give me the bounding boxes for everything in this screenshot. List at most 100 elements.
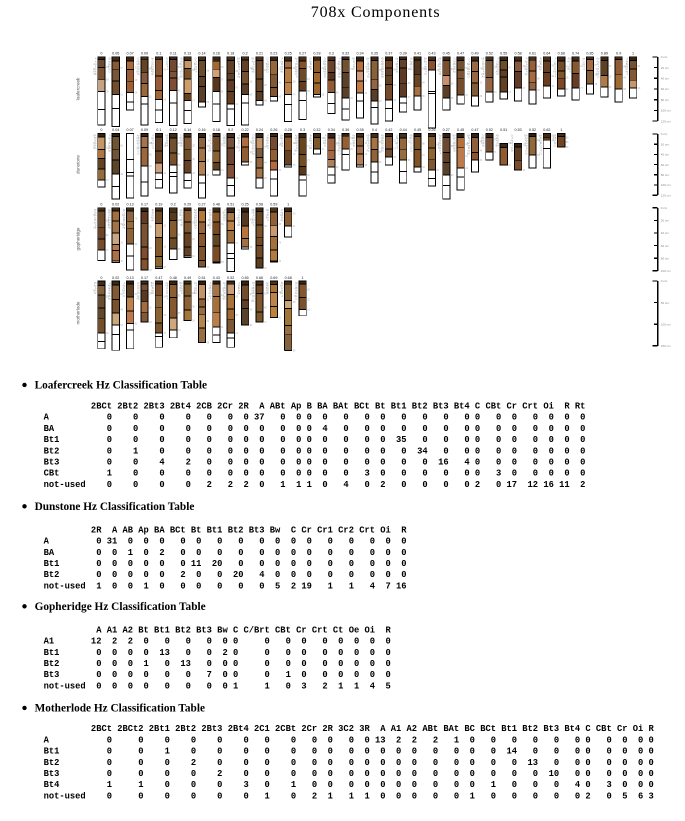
svg-text:AB: AB	[180, 76, 184, 79]
svg-text:Cr: Cr	[424, 73, 427, 76]
svg-text:Cr: Cr	[123, 222, 126, 225]
svg-text:Bt: Bt	[109, 295, 112, 298]
svg-text:78: 78	[106, 92, 109, 94]
svg-text:BA: BA	[323, 60, 327, 63]
svg-text:Ap: Ap	[94, 285, 98, 288]
svg-text:Ap: Ap	[151, 58, 155, 61]
svg-text:0.45: 0.45	[443, 52, 450, 56]
svg-text:A: A	[555, 58, 557, 61]
svg-text:84: 84	[480, 151, 483, 153]
svg-text:A: A	[583, 65, 585, 68]
svg-text:49: 49	[120, 174, 123, 176]
svg-text:BA: BA	[194, 63, 198, 66]
svg-text:AB: AB	[280, 70, 284, 73]
svg-text:AB: AB	[453, 145, 457, 148]
svg-text:0 cm: 0 cm	[661, 279, 668, 283]
svg-text:BA: BA	[223, 211, 227, 214]
svg-text:Bt: Bt	[554, 142, 557, 145]
svg-text:A: A	[296, 147, 298, 150]
svg-text:Bt: Bt	[94, 211, 97, 214]
svg-text:23: 23	[178, 79, 181, 81]
svg-text:84: 84	[422, 82, 425, 84]
svg-text:Ap: Ap	[151, 137, 155, 140]
svg-text:41: 41	[235, 104, 238, 106]
svg-text:Cr: Cr	[353, 68, 356, 71]
svg-text:Cr: Cr	[554, 68, 557, 71]
svg-text:BA: BA	[338, 63, 342, 66]
svg-text:22: 22	[178, 235, 181, 237]
svg-text:AB: AB	[136, 297, 140, 300]
svg-text:58: 58	[221, 262, 224, 264]
svg-text:A: A	[282, 295, 284, 298]
svg-text:80: 80	[264, 308, 267, 310]
svg-text:AB: AB	[223, 140, 227, 143]
svg-text:Cr: Cr	[266, 70, 269, 73]
svg-text:AB: AB	[251, 70, 255, 73]
svg-text:20: 20	[264, 178, 267, 180]
svg-text:54: 54	[537, 155, 540, 157]
svg-text:Bt: Bt	[224, 214, 227, 217]
svg-text:BA: BA	[180, 287, 184, 290]
svg-text:Bt: Bt	[137, 65, 140, 68]
svg-text:A: A	[583, 68, 585, 71]
svg-text:0.37: 0.37	[385, 52, 392, 56]
svg-text:Ap: Ap	[122, 285, 126, 288]
svg-text:Bt: Bt	[209, 134, 212, 137]
svg-text:64: 64	[135, 294, 138, 296]
svg-text:45: 45	[250, 68, 253, 70]
svg-text:BA: BA	[438, 145, 442, 148]
svg-text:83: 83	[192, 293, 195, 295]
svg-text:Bt: Bt	[152, 211, 155, 214]
svg-text:57: 57	[235, 243, 238, 245]
svg-text:0.2: 0.2	[228, 128, 233, 132]
svg-text:Bt: Bt	[281, 216, 284, 219]
svg-text:86: 86	[149, 69, 152, 71]
svg-text:16: 16	[365, 154, 368, 156]
svg-text:Ap: Ap	[438, 68, 442, 71]
svg-text:89: 89	[480, 96, 483, 98]
svg-text:AB: AB	[194, 211, 198, 214]
svg-text:Cr: Cr	[482, 60, 485, 63]
svg-text:46: 46	[278, 261, 281, 263]
svg-text:AB: AB	[366, 63, 370, 66]
svg-text:Cr: Cr	[453, 58, 456, 61]
svg-text:AB: AB	[223, 216, 227, 219]
svg-text:BA: BA	[194, 209, 198, 212]
svg-text:A: A	[627, 73, 629, 76]
svg-text:15: 15	[163, 145, 166, 147]
svg-text:Bt: Bt	[511, 150, 514, 153]
svg-text:0.18: 0.18	[227, 52, 234, 56]
svg-text:86: 86	[566, 142, 569, 144]
svg-text:90: 90	[149, 143, 152, 145]
svg-text:97: 97	[163, 333, 166, 335]
svg-text:63: 63	[580, 66, 583, 68]
svg-text:A: A	[555, 73, 557, 76]
svg-text:Ap: Ap	[309, 65, 313, 68]
svg-text:A: A	[468, 140, 470, 143]
svg-text:BA: BA	[553, 140, 557, 143]
svg-text:57: 57	[609, 66, 612, 68]
svg-text:56: 56	[379, 162, 382, 164]
svg-text:Bt: Bt	[482, 68, 485, 71]
svg-text:Ap: Ap	[194, 214, 198, 217]
svg-text:Cr: Cr	[166, 137, 169, 140]
svg-text:80: 80	[451, 69, 454, 71]
svg-text:Cr: Cr	[281, 209, 284, 212]
svg-text:motherlode: motherlode	[76, 301, 81, 324]
svg-text:70: 70	[465, 95, 468, 97]
svg-text:30: 30	[250, 247, 253, 249]
svg-text:0.27: 0.27	[198, 203, 205, 207]
svg-text:Cr: Cr	[281, 68, 284, 71]
svg-text:AB: AB	[136, 60, 140, 63]
svg-text:Ap: Ap	[338, 60, 342, 63]
svg-text:A: A	[468, 60, 470, 63]
svg-text:A: A	[425, 63, 427, 66]
svg-text:41: 41	[178, 91, 181, 93]
svg-text:AB: AB	[223, 287, 227, 290]
svg-text:Ap: Ap	[295, 292, 299, 295]
svg-text:63: 63	[336, 167, 339, 169]
svg-text:Bt2 0 0 0 0 0 2 0: Bt2 0 0 0 0 0 2 0 0 20 4 0 0 0 0 0 0 0 0	[44, 570, 407, 580]
svg-text:BA: BA	[381, 150, 385, 153]
svg-text:A: A	[354, 63, 356, 66]
svg-text:A: A	[167, 68, 169, 71]
